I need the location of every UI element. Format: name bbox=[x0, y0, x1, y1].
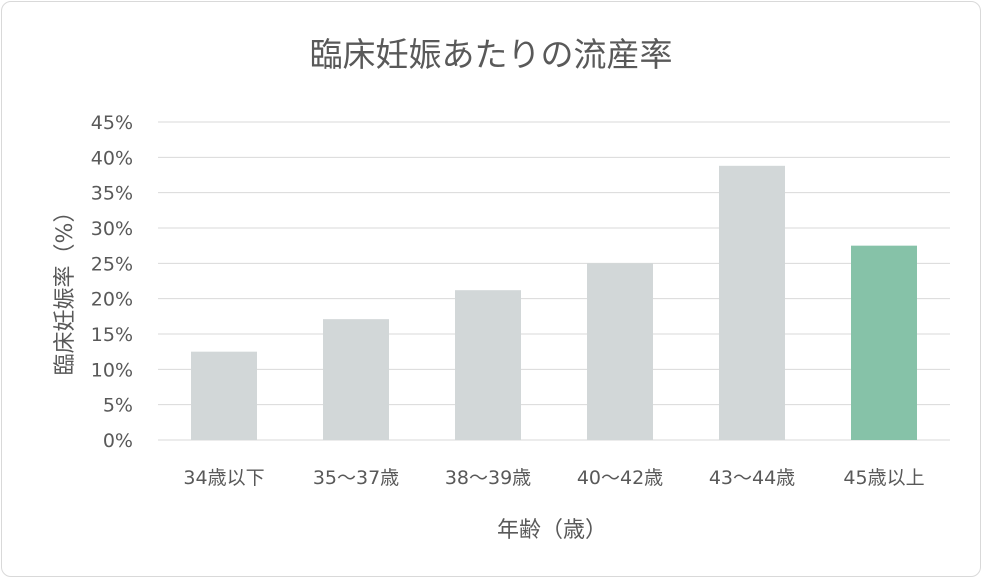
bars bbox=[191, 165, 917, 440]
y-tick-label: 45% bbox=[91, 112, 133, 134]
y-tick-label: 25% bbox=[91, 253, 133, 275]
y-tick-label: 35% bbox=[91, 183, 133, 205]
y-tick-label: 30% bbox=[91, 218, 133, 240]
x-axis-categories: 34歳以下 35～37歳 38～39歳 40～42歳 43～44歳 45歳以上 bbox=[183, 467, 924, 489]
y-tick-label: 40% bbox=[91, 147, 133, 169]
bar bbox=[455, 290, 521, 440]
x-tick-label: 34歳以下 bbox=[183, 467, 264, 489]
x-tick-label: 38～39歳 bbox=[445, 467, 531, 489]
bar bbox=[719, 165, 785, 440]
chart-title: 臨床妊娠あたりの流産率 bbox=[310, 35, 673, 74]
bar bbox=[323, 319, 389, 440]
bar bbox=[587, 263, 653, 440]
x-axis-label: 年齢（歳） bbox=[497, 518, 607, 543]
y-tick-label: 15% bbox=[91, 324, 133, 346]
x-tick-label: 40～42歳 bbox=[577, 467, 663, 489]
y-tick-label: 0% bbox=[103, 430, 133, 452]
gridlines bbox=[158, 121, 950, 441]
y-tick-label: 20% bbox=[91, 289, 133, 311]
x-tick-label: 43～44歳 bbox=[709, 467, 795, 489]
y-axis-label: 臨床妊娠率（%） bbox=[53, 201, 78, 376]
bar bbox=[191, 351, 257, 440]
y-tick-label: 5% bbox=[103, 395, 133, 417]
x-tick-label: 45歳以上 bbox=[843, 467, 924, 489]
y-tick-label: 10% bbox=[91, 359, 133, 381]
x-tick-label: 35～37歳 bbox=[313, 467, 399, 489]
y-axis-ticks: 0% 5% 10% 15% 20% 25% 30% 35% 40% 45% bbox=[91, 112, 133, 452]
bar bbox=[851, 245, 917, 440]
